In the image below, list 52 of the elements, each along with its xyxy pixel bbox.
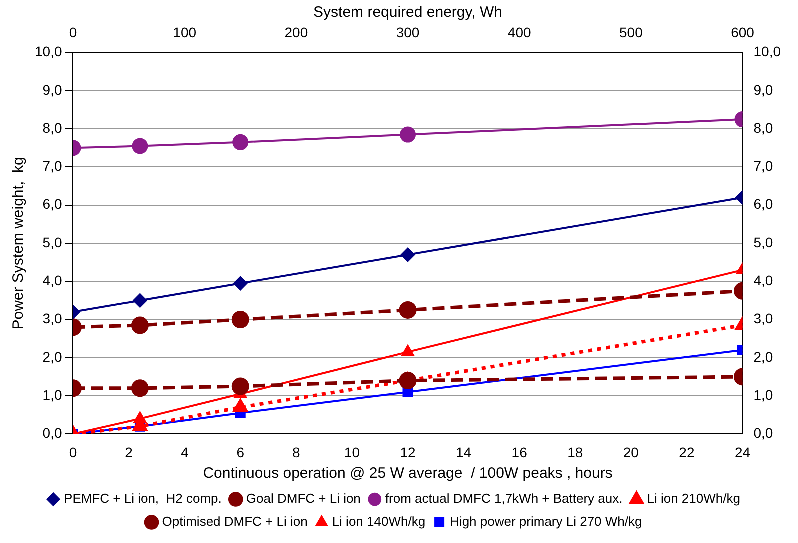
x-tick-label: 10 <box>344 444 360 460</box>
x-axis-title: Continuous operation @ 25 W average / 100W peaks , hours <box>203 465 613 482</box>
y-tick-label: 1,0 <box>42 386 62 403</box>
y2-tick-label: 10,0 <box>754 44 782 60</box>
y-tick-label: 5,0 <box>42 234 62 250</box>
y2-tick-label: 9,0 <box>754 82 774 98</box>
y2-tick-label: 7,0 <box>754 158 774 174</box>
y2-tick-label: 3,0 <box>754 310 774 327</box>
legend-label: Li ion 140Wh/kg <box>332 514 426 530</box>
legend-label: PEMFC + Li ion, H2 comp. <box>64 491 222 506</box>
x-tick-label: 20 <box>623 444 640 460</box>
x2-axis-title: System required energy, Wh <box>314 4 502 22</box>
y-axis-title: Power System weight, kg <box>10 157 28 330</box>
legend-label: Optimised DMFC + Li ion <box>162 514 308 530</box>
x-tick-label: 24 <box>734 444 751 460</box>
x-tick-label: 14 <box>456 444 472 460</box>
x2-tick-label: 600 <box>731 24 755 40</box>
x-tick-label: 18 <box>568 444 584 460</box>
x-tick-label: 16 <box>512 444 528 460</box>
y-tick-label: 7,0 <box>42 158 62 174</box>
y2-tick-label: 8,0 <box>754 120 774 136</box>
y-tick-label: 9,0 <box>42 82 62 98</box>
y-tick-label: 2,0 <box>42 348 62 365</box>
y2-tick-label: 0,0 <box>754 425 774 442</box>
x-tick-label: 8 <box>292 444 301 460</box>
x-tick-label: 0 <box>69 444 78 460</box>
x2-tick-label: 200 <box>284 24 308 40</box>
x2-tick-label: 400 <box>508 24 532 40</box>
y2-tick-label: 4,0 <box>754 272 774 288</box>
legend-label: High power primary Li 270 Wh/kg <box>450 514 642 530</box>
x2-tick-label: 0 <box>69 24 78 40</box>
x2-tick-label: 300 <box>396 24 420 40</box>
x2-tick-label: 100 <box>173 24 197 40</box>
x-tick-label: 4 <box>180 444 189 460</box>
y-tick-label: 8,0 <box>42 120 62 136</box>
y-tick-label: 0,0 <box>42 425 62 442</box>
y2-tick-label: 2,0 <box>754 348 774 365</box>
x-tick-label: 12 <box>400 444 416 460</box>
legend-label: Goal DMFC + Li ion <box>246 491 361 506</box>
x-tick-label: 6 <box>236 444 245 460</box>
y-tick-label: 4,0 <box>42 272 62 288</box>
y-tick-label: 10,0 <box>35 44 62 60</box>
y-tick-label: 3,0 <box>42 310 62 327</box>
legend-label: Li ion 210Wh/kg <box>647 491 740 506</box>
x2-tick-label: 500 <box>619 24 644 40</box>
y2-tick-label: 5,0 <box>754 234 774 250</box>
x-tick-label: 22 <box>679 444 695 460</box>
y-tick-label: 6,0 <box>42 196 62 212</box>
x-tick-label: 2 <box>125 444 134 460</box>
legend-label: from actual DMFC 1,7kWh + Battery aux. <box>385 491 623 506</box>
y2-tick-label: 1,0 <box>754 386 774 403</box>
y2-tick-label: 6,0 <box>754 196 774 212</box>
